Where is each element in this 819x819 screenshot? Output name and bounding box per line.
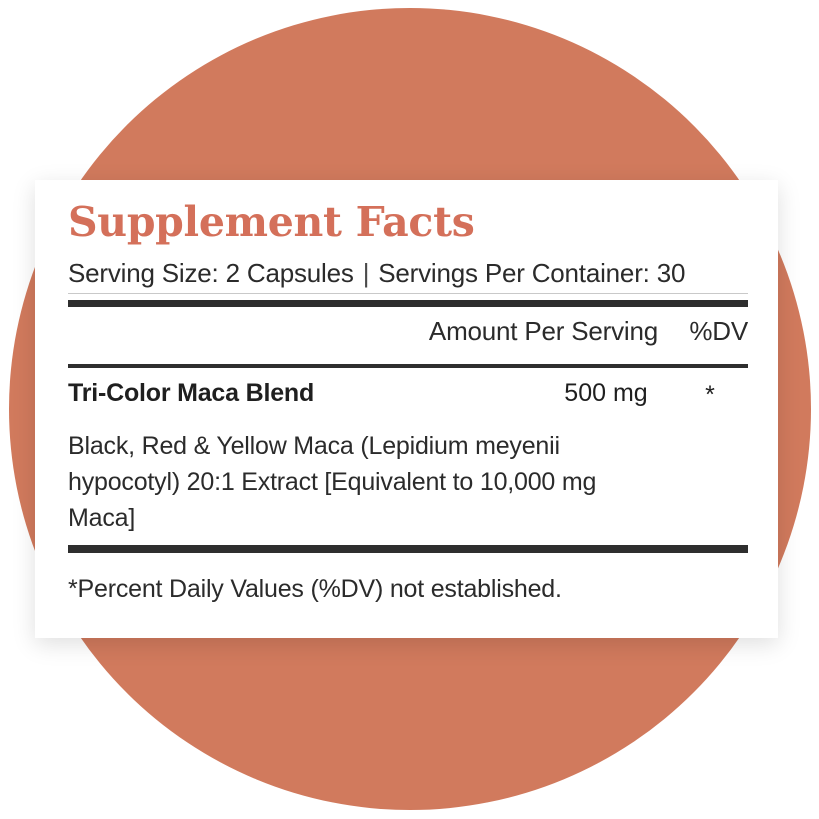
serving-size-label: Serving Size: 2 Capsules (68, 258, 354, 288)
serving-information-line: Serving Size: 2 Capsules | Servings Per Co… (68, 258, 748, 289)
ingredient-daily-value: * (705, 381, 715, 409)
servings-per-container-label: Servings Per Container: 30 (378, 258, 686, 288)
ingredient-name: Tri-Color Maca Blend (68, 379, 315, 407)
column-header-row: Amount Per Serving %DV (68, 316, 748, 356)
column-header-daily-value: %DV (689, 316, 748, 346)
serving-separator: | (362, 258, 370, 288)
supplement-facts-card: Supplement Facts Serving Size: 2 Capsule… (35, 180, 778, 638)
divider-medium (68, 364, 748, 368)
supplement-facts-content: Supplement Facts Serving Size: 2 Capsule… (68, 180, 748, 638)
divider-thick-top (68, 300, 748, 307)
ingredient-description: Black, Red & Yellow Maca (Lepidium meyen… (68, 432, 597, 532)
divider-hairline (68, 293, 748, 294)
ingredient-row: Tri-Color Maca Blend 500 mg * (68, 379, 748, 417)
supplement-facts-title: Supplement Facts (68, 198, 475, 246)
divider-thick-bottom (68, 545, 748, 553)
ingredient-amount: 500 mg (564, 379, 648, 407)
daily-value-footnote: *Percent Daily Values (%DV) not establis… (68, 575, 562, 603)
column-header-amount-per-serving: Amount Per Serving (428, 316, 658, 346)
